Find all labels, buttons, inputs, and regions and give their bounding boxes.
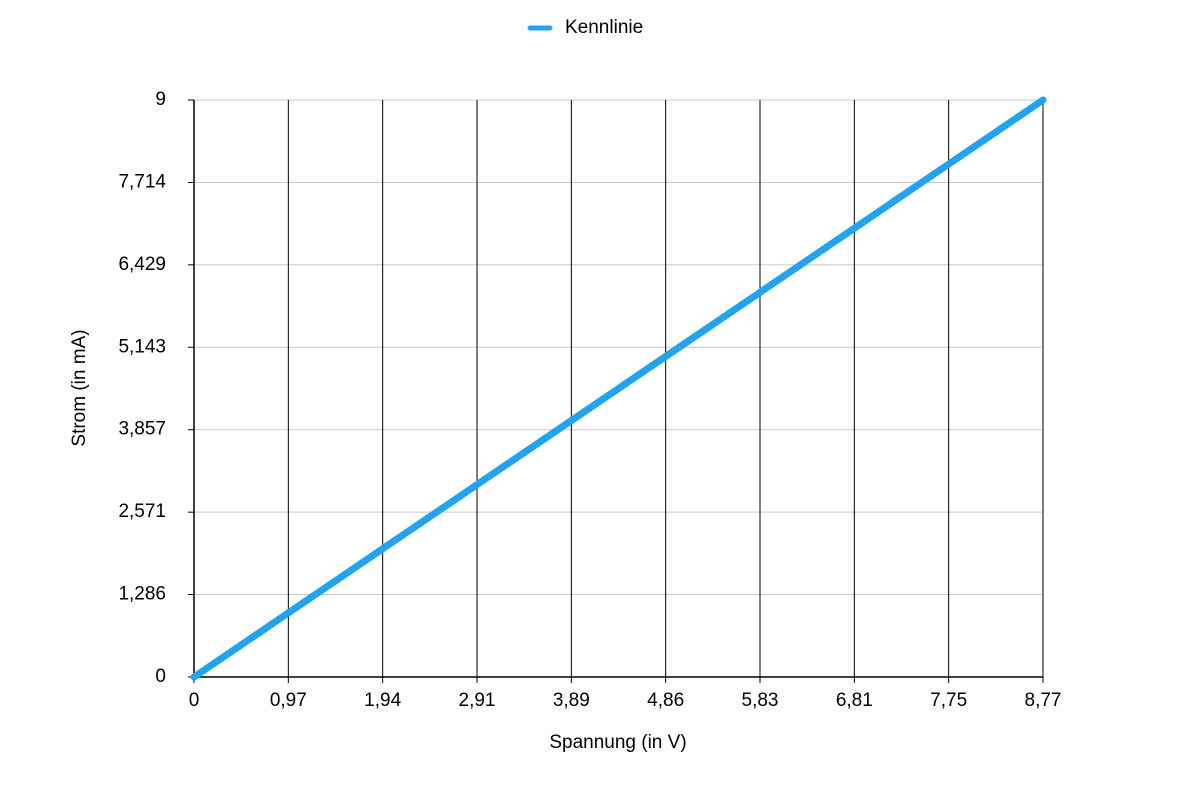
data-line: [190, 96, 1047, 681]
y-tick-label: 2,571: [118, 501, 166, 522]
y-tick-label: 7,714: [118, 171, 166, 192]
y-tick-label: 1,286: [118, 584, 166, 605]
x-tick-label: 2,91: [459, 690, 496, 711]
x-tick-label: 5,83: [742, 690, 779, 711]
y-tick-label: 0: [155, 666, 166, 687]
x-tick-label: 0: [189, 690, 200, 711]
y-axis-title: Strom (in mA): [69, 329, 90, 446]
y-tick-label: 9: [155, 89, 166, 110]
x-tick-label: 6,81: [836, 690, 873, 711]
y-tick-label: 3,857: [118, 419, 166, 440]
x-tick-label: 1,94: [364, 690, 401, 711]
x-tick-label: 3,89: [553, 690, 590, 711]
y-tick-label: 5,143: [118, 336, 166, 357]
x-tick-label: 8,77: [1025, 690, 1062, 711]
x-tick-label: 0,97: [270, 690, 307, 711]
legend-label: Kennlinie: [565, 17, 643, 38]
x-tick-label: 4,86: [647, 690, 684, 711]
x-tick-label: 7,75: [930, 690, 967, 711]
y-tick-label: 6,429: [118, 254, 166, 275]
x-axis-title: Spannung (in V): [549, 732, 686, 753]
